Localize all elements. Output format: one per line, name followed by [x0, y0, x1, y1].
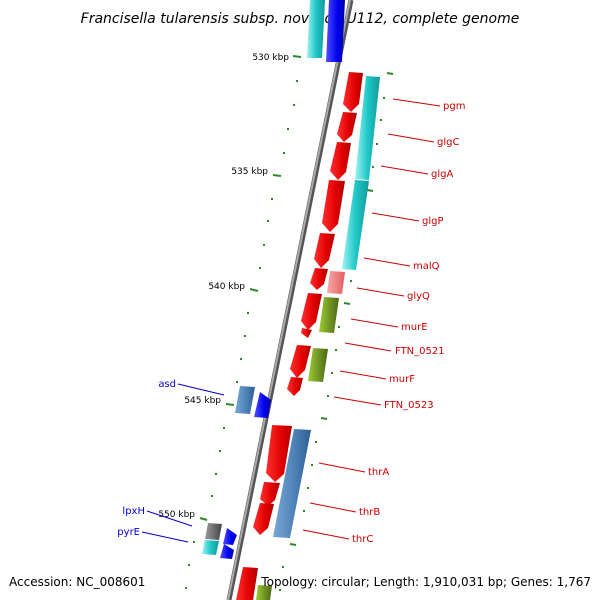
major-tick — [225, 403, 235, 406]
genome-backbone-highlight — [227, 0, 351, 600]
gene-label-pgm[interactable]: pgm — [443, 101, 465, 112]
gene-label-malQ[interactable]: malQ — [413, 261, 440, 272]
major-tick — [249, 288, 259, 292]
scale-label-545: 545 kbp — [184, 396, 221, 406]
gene-label-FTN_0523[interactable]: FTN_0523 — [384, 400, 434, 411]
gene-cds-glgP[interactable] — [322, 180, 345, 232]
scale-label-540: 540 kbp — [208, 282, 245, 292]
scale-label-550: 550 kbp — [158, 510, 195, 520]
red-leader-lines — [302, 98, 441, 540]
gene-cds-FTN_0521[interactable] — [301, 328, 312, 338]
gene-cds-pyrE-cyan[interactable] — [202, 540, 219, 555]
gene-cds-asd[interactable] — [254, 392, 271, 418]
gene-label-pyrE[interactable]: pyrE — [117, 527, 140, 538]
scale-label-535: 535 kbp — [231, 167, 268, 177]
gene-label-murE[interactable]: murE — [401, 322, 428, 333]
gene-cds-pink[interactable] — [327, 271, 345, 294]
gene-cds-cyan-2[interactable] — [342, 180, 369, 270]
gene-cds-olive-1[interactable] — [319, 297, 339, 333]
gene-cds-thrC[interactable] — [253, 503, 274, 535]
gene-cds-cyan-top[interactable] — [307, 0, 325, 58]
gene-cds-steel[interactable] — [273, 429, 311, 538]
secondary-cds-track — [256, 76, 380, 600]
inner-tick — [343, 302, 351, 305]
scale-label-530: 530 kbp — [252, 53, 289, 63]
gene-cds-olive-bottom[interactable] — [256, 585, 272, 600]
gene-cds-glgA[interactable] — [330, 142, 351, 180]
gene-label-lpxH[interactable]: lpxH — [122, 506, 145, 517]
gene-label-glgA[interactable]: glgA — [431, 169, 453, 180]
gene-cds-cyan-1[interactable] — [355, 76, 380, 180]
gene-label-glgP[interactable]: glgP — [422, 216, 444, 227]
major-tick — [272, 174, 282, 177]
accession-text: Accession: NC_008601 — [9, 575, 145, 589]
gene-cds-blue-top[interactable] — [326, 0, 345, 62]
gene-cds-thrA[interactable] — [266, 425, 292, 482]
gene-label-thrC[interactable]: thrC — [352, 534, 373, 545]
inner-tick — [386, 72, 394, 75]
reverse-cds-track — [202, 386, 271, 559]
gene-cds-lpxH[interactable] — [223, 528, 237, 545]
gene-cds-olive-2[interactable] — [308, 348, 328, 382]
gene-cds-glyQ[interactable] — [310, 268, 328, 290]
gene-label-FTN_0521[interactable]: FTN_0521 — [395, 346, 445, 357]
gene-label-glyQ[interactable]: glyQ — [407, 291, 430, 302]
gene-label-glgC[interactable]: glgC — [437, 137, 459, 148]
gene-cds-thrB[interactable] — [260, 482, 280, 506]
gene-label-murF[interactable]: murF — [389, 374, 415, 385]
blue-leader-lines — [141, 383, 225, 543]
gene-label-thrA[interactable]: thrA — [368, 467, 389, 478]
gene-label-thrB[interactable]: thrB — [359, 507, 380, 518]
scale-ticks — [199, 55, 394, 546]
map-title: Francisella tularensis subsp. novicida U… — [81, 11, 520, 27]
gene-cds-pyrE[interactable] — [220, 544, 234, 559]
major-tick — [199, 517, 208, 521]
red-cds-track — [236, 72, 363, 600]
inner-tick — [289, 543, 297, 546]
inner-tick — [366, 189, 374, 192]
gene-cds-FTN_0523[interactable] — [287, 377, 303, 396]
inner-tick — [320, 417, 328, 420]
gene-label-asd[interactable]: asd — [158, 379, 176, 390]
major-tick — [292, 55, 302, 58]
gene-cds-asd-steel[interactable] — [235, 386, 255, 414]
gene-cds-murF[interactable] — [290, 345, 311, 378]
gene-cds-lpxH-gray[interactable] — [205, 523, 222, 540]
minor-ticks — [185, 80, 385, 591]
gene-cds-malQ[interactable] — [314, 233, 335, 268]
topology-summary: Topology: circular; Length: 1,910,031 bp… — [260, 575, 591, 589]
gene-cds-bottom[interactable] — [236, 567, 258, 600]
gene-cds-glgC[interactable] — [337, 112, 357, 142]
gene-cds-murE[interactable] — [301, 293, 322, 330]
gene-cds-pgm[interactable] — [343, 72, 363, 112]
